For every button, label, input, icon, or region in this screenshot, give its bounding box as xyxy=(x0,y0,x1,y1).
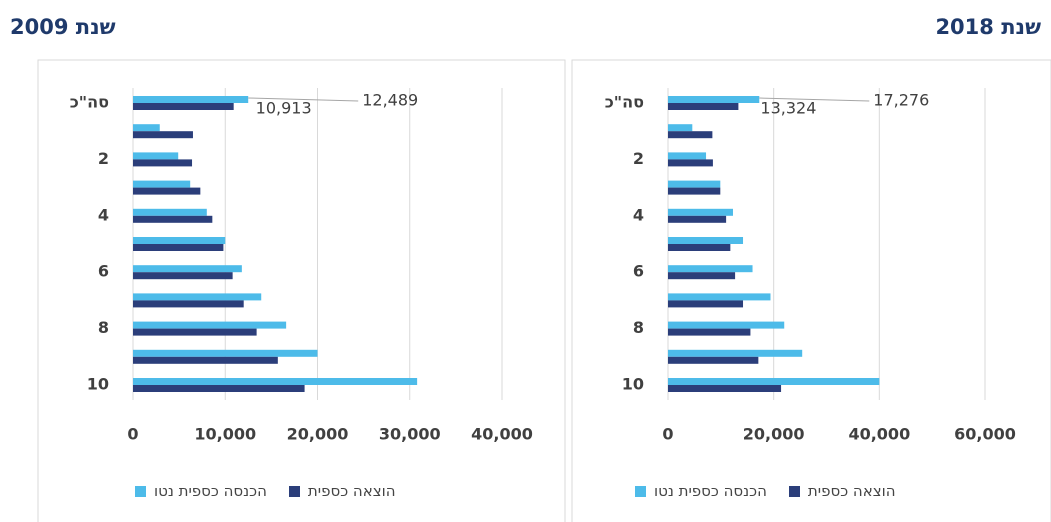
bar xyxy=(133,378,418,385)
legend-swatch xyxy=(635,485,646,497)
x-tick-label: 10,000 xyxy=(194,425,256,444)
legend-label: הכנסה כספית נטו xyxy=(654,482,767,500)
bar xyxy=(133,321,287,329)
bar xyxy=(133,96,249,103)
y-tick-label: 2 xyxy=(633,149,644,168)
bar xyxy=(668,356,759,364)
legend-item: הכנסה כספית נטו xyxy=(635,482,767,500)
data-label: 10,913 xyxy=(256,99,312,118)
legend-swatch xyxy=(788,485,800,497)
bar xyxy=(133,265,242,273)
bar xyxy=(668,244,731,251)
bar xyxy=(668,349,803,357)
x-tick-label: 30,000 xyxy=(379,425,441,444)
legend-label: הכנסה כספית נטו xyxy=(154,482,267,500)
bar xyxy=(668,265,753,273)
y-tick-label: 10 xyxy=(622,375,644,394)
bar xyxy=(668,152,707,160)
leader-line xyxy=(248,97,359,102)
data-label: 17,276 xyxy=(873,91,929,110)
bar xyxy=(133,293,262,301)
bar xyxy=(668,208,733,216)
x-tick-label: 20,000 xyxy=(287,425,349,444)
legend-label: הוצאה כספית xyxy=(807,482,896,500)
y-tick-label: סה"כ xyxy=(605,93,644,112)
bar xyxy=(133,131,193,139)
bar xyxy=(668,187,721,195)
y-tick-label: 4 xyxy=(98,205,109,224)
bar xyxy=(133,237,226,244)
bar xyxy=(133,244,224,251)
y-tick-label: 10 xyxy=(87,375,109,394)
y-tick-label: 6 xyxy=(98,262,109,281)
panel xyxy=(571,59,1051,522)
legend-swatch xyxy=(135,485,146,497)
chart-title: שנת 2018 xyxy=(935,15,1041,39)
x-tick-label: 40,000 xyxy=(471,425,533,444)
x-tick-label: 40,000 xyxy=(848,425,910,444)
bar xyxy=(668,103,739,110)
bar xyxy=(668,124,693,132)
bar xyxy=(668,215,727,223)
bar xyxy=(668,378,880,385)
data-label: 13,324 xyxy=(760,99,816,118)
legend: הוצאה כספית הכנסה כספית נטו xyxy=(635,482,896,500)
x-tick-label: 60,000 xyxy=(954,425,1016,444)
y-tick-label: 8 xyxy=(98,318,109,337)
y-tick-label: סה"כ xyxy=(70,93,109,112)
bar xyxy=(668,237,744,244)
panel xyxy=(37,59,566,522)
bar xyxy=(668,300,744,308)
y-tick-label: 8 xyxy=(633,318,644,337)
bar xyxy=(133,124,160,132)
legend-item: הוצאה כספית xyxy=(788,482,896,500)
bar xyxy=(668,96,760,103)
bar xyxy=(668,180,721,188)
bar xyxy=(668,159,713,167)
legend-item: הכנסה כספית נטו xyxy=(135,482,267,500)
bar xyxy=(133,208,207,216)
data-label: 12,489 xyxy=(362,91,418,110)
bar xyxy=(133,356,278,364)
leader-line xyxy=(759,97,870,102)
bar xyxy=(133,159,193,167)
y-tick-label: 6 xyxy=(633,262,644,281)
bar xyxy=(133,180,191,188)
bar xyxy=(668,272,736,280)
legend: הוצאה כספית הכנסה כספית נטו xyxy=(135,482,396,500)
legend-label: הוצאה כספית xyxy=(307,482,396,500)
bar xyxy=(668,131,713,139)
bar xyxy=(133,349,318,357)
bar xyxy=(133,187,201,195)
bar xyxy=(668,385,782,392)
bar xyxy=(133,300,244,308)
y-tick-label: 2 xyxy=(98,149,109,168)
y-tick-label: 4 xyxy=(633,205,644,224)
bar xyxy=(668,328,751,336)
bar xyxy=(133,152,179,160)
legend-swatch xyxy=(288,485,300,497)
bar xyxy=(668,321,785,329)
bar xyxy=(668,293,771,301)
bar xyxy=(133,103,234,110)
bar xyxy=(133,215,213,223)
x-tick-label: 20,000 xyxy=(743,425,805,444)
legend-item: הוצאה כספית xyxy=(288,482,396,500)
x-tick-label: 0 xyxy=(662,425,673,444)
bar xyxy=(133,328,257,336)
chart-title: שנת 2009 xyxy=(10,15,116,39)
bar xyxy=(133,385,305,392)
bar xyxy=(133,272,233,280)
x-tick-label: 0 xyxy=(127,425,138,444)
